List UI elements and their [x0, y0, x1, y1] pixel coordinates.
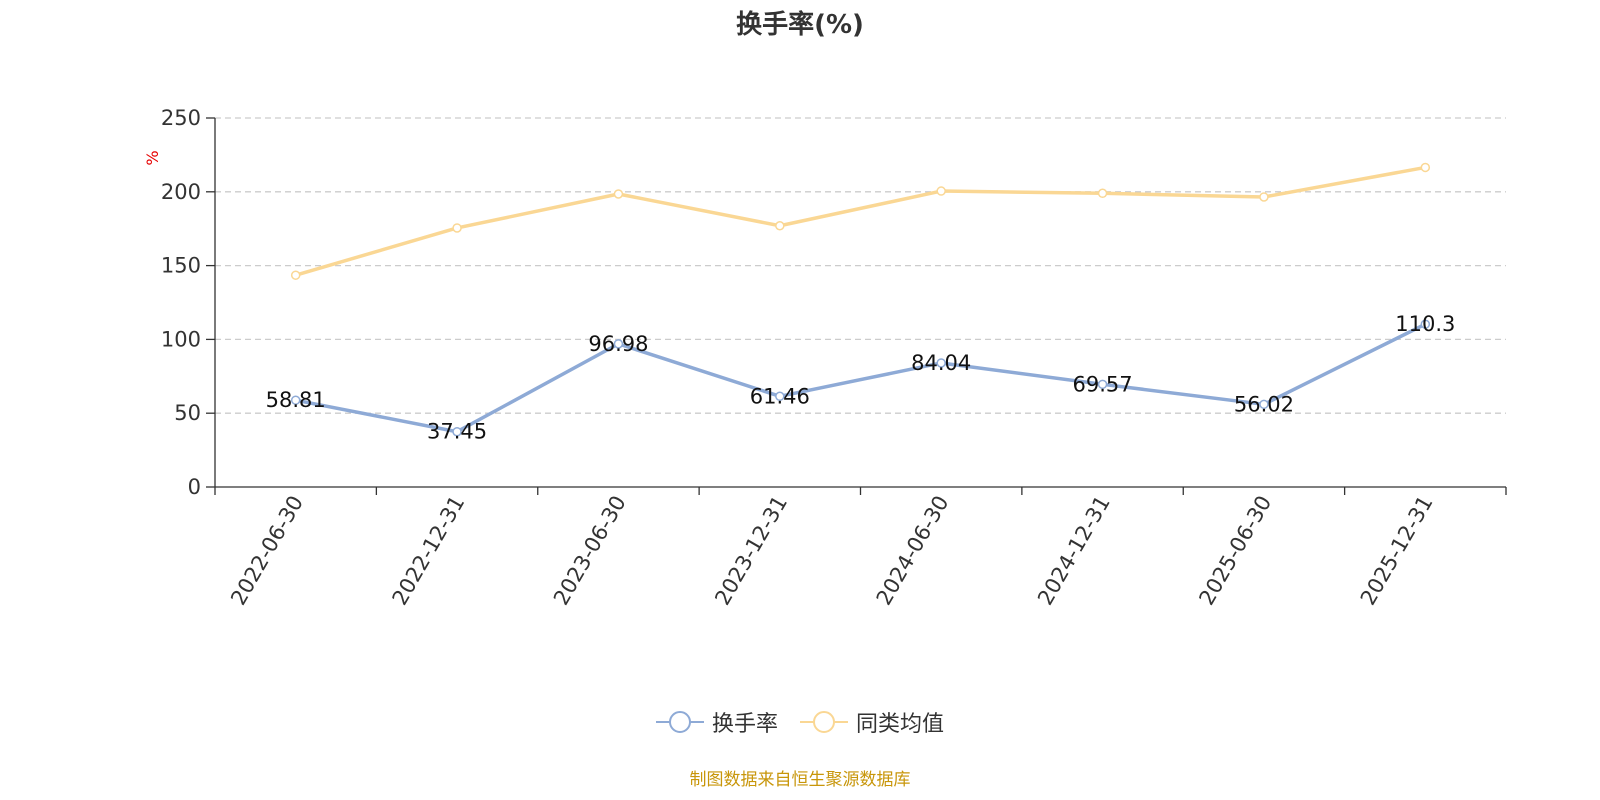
legend-item-peer-average[interactable]: 同类均值: [800, 706, 944, 738]
data-point-turnover: [1097, 379, 1108, 390]
x-tick-label: 2024-06-30: [872, 492, 954, 610]
data-point-peer-average: [936, 186, 946, 196]
data-point-turnover: [936, 358, 946, 368]
data-point-turnover: [613, 339, 624, 349]
data-point-peer-average: [1097, 188, 1108, 199]
source-note: 制图数据来自恒生聚源数据库: [689, 770, 911, 790]
data-point-peer-average: [452, 223, 462, 233]
data-label-turnover: 56.02: [1234, 392, 1294, 416]
data-point-peer-average: [290, 270, 301, 280]
data-point-peer-average: [1420, 162, 1431, 173]
data-point-peer-average: [613, 189, 624, 199]
data-label-turnover: 84.04: [911, 351, 971, 375]
x-tick-label: 2022-12-31: [388, 492, 470, 610]
x-tick-label: 2024-12-31: [1033, 492, 1115, 610]
y-tick-label: 250: [161, 106, 201, 130]
data-label-turnover: 110.3: [1395, 312, 1455, 336]
x-tick-label: 2023-12-31: [710, 492, 792, 610]
y-tick-label: 200: [161, 180, 201, 204]
x-tick-label: 2025-12-31: [1356, 492, 1438, 610]
data-point-turnover: [290, 395, 301, 405]
y-tick-label: 50: [174, 401, 201, 425]
data-label-turnover: 61.46: [750, 384, 810, 408]
y-tick-label: 150: [161, 254, 201, 278]
x-tick-label: 2023-06-30: [549, 492, 631, 610]
data-point-peer-average: [1259, 192, 1269, 202]
data-point-turnover: [1259, 399, 1269, 410]
legend: 换手率 同类均值: [0, 706, 1600, 738]
data-label-turnover: 96.98: [588, 332, 648, 356]
data-point-turnover: [1420, 319, 1431, 329]
data-point-turnover: [452, 426, 462, 437]
x-tick-label: 2022-06-30: [226, 492, 308, 610]
y-tick-label: 100: [161, 327, 201, 351]
legend-label-turnover: 换手率: [711, 712, 778, 737]
data-label-turnover: 58.81: [266, 388, 326, 412]
y-tick-label: 0: [188, 475, 201, 499]
series-line-turnover: [295, 322, 1427, 434]
y-axis-label: %: [143, 150, 162, 165]
data-point-turnover: [775, 391, 785, 402]
legend-marker-peer-average: [800, 710, 848, 734]
data-label-turnover: 69.57: [1073, 372, 1133, 396]
series-line-peer-average: [295, 165, 1426, 277]
legend-label-peer-average: 同类均值: [856, 712, 945, 737]
legend-item-turnover[interactable]: 换手率: [655, 706, 778, 738]
x-tick-label: 2025-06-30: [1194, 492, 1276, 610]
data-point-peer-average: [775, 220, 785, 231]
legend-marker-turnover: [655, 710, 704, 734]
data-label-turnover: 37.45: [427, 420, 487, 444]
chart-title: 换手率(%): [736, 10, 864, 40]
